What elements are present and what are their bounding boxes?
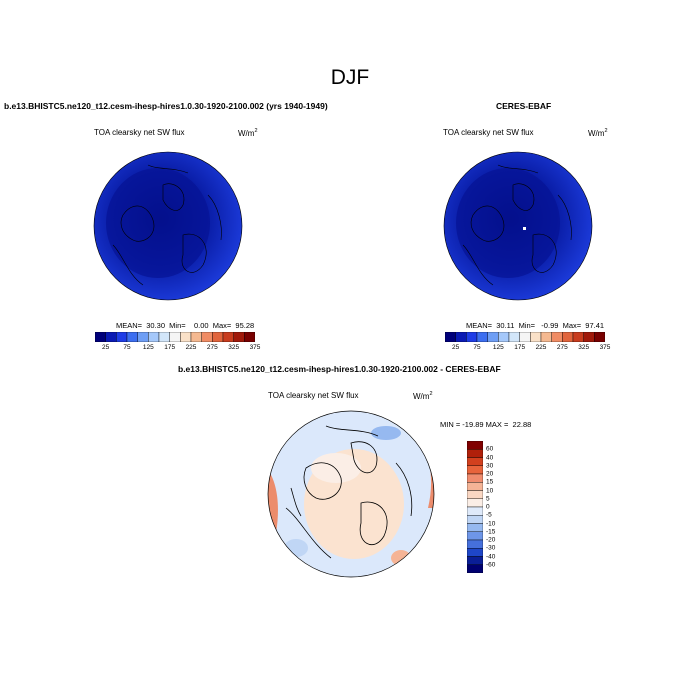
colorbar-swatch <box>212 332 224 342</box>
colorbar-swatch <box>519 332 531 342</box>
colorbar-tick-label: -10 <box>486 520 496 527</box>
colorbar-swatch <box>116 332 128 342</box>
colorbar-tick-label: 175 <box>514 344 526 351</box>
diff-polar-map <box>267 410 435 578</box>
diff-colorbar-labels: 60 40 30 20 15 10 5 0 -5 -10 -15 -20 -30 -40 -60 <box>486 441 516 573</box>
colorbar-tick-label: 30 <box>486 462 494 470</box>
colorbar-swatch <box>467 539 483 549</box>
diff-panel-units: W/m2 <box>413 391 433 401</box>
colorbar-tick-label: 25 <box>102 344 110 351</box>
colorbar-swatch <box>467 498 483 508</box>
colorbar-tick-label: 5 <box>486 495 490 503</box>
right-colorbar-labels: 25 75 125 175 225 275 325 375 <box>445 344 610 354</box>
colorbar-tick-label: 75 <box>473 344 481 351</box>
colorbar-swatch <box>583 332 595 342</box>
colorbar-tick-label: 125 <box>142 344 154 351</box>
diff-panel-case-title: b.e13.BHISTC5.ne120_t12.cesm-ihesp-hires… <box>178 364 501 374</box>
colorbar-tick-label: 75 <box>123 344 131 351</box>
colorbar-swatch <box>540 332 552 342</box>
colorbar-tick-label: -20 <box>486 536 496 544</box>
colorbar-swatch <box>594 332 605 342</box>
colorbar-swatch <box>137 332 149 342</box>
colorbar-tick-label: -30 <box>486 544 496 552</box>
left-panel-variable-label: TOA clearsky net SW flux <box>94 128 185 137</box>
left-polar-map <box>93 151 243 301</box>
colorbar-tick-label: 375 <box>599 344 611 351</box>
colorbar-swatch <box>180 332 192 342</box>
colorbar-tick-label: 175 <box>164 344 176 351</box>
colorbar-swatch <box>508 332 520 342</box>
colorbar-swatch <box>244 332 255 342</box>
colorbar-swatch <box>467 473 483 483</box>
colorbar-swatch <box>190 332 202 342</box>
colorbar-swatch <box>445 332 456 342</box>
colorbar-swatch <box>455 332 467 342</box>
colorbar-swatch <box>467 457 483 466</box>
colorbar-swatch <box>467 449 483 458</box>
colorbar-swatch <box>487 332 499 342</box>
colorbar-tick-label: 25 <box>452 344 460 351</box>
colorbar-tick-label: -15 <box>486 528 496 536</box>
colorbar-tick-label: 375 <box>249 344 261 351</box>
colorbar-swatch <box>466 332 478 342</box>
colorbar-swatch <box>105 332 117 342</box>
right-colorbar <box>445 332 605 342</box>
colorbar-swatch <box>467 523 483 532</box>
colorbar-swatch <box>467 515 483 524</box>
right-polar-map <box>443 151 593 301</box>
colorbar-tick-label: 225 <box>185 344 197 351</box>
figure-title: DJF <box>330 66 370 89</box>
colorbar-swatch <box>467 465 483 475</box>
colorbar-swatch <box>169 332 181 342</box>
colorbar-swatch <box>562 332 574 342</box>
colorbar-tick-label: -60 <box>486 561 496 569</box>
colorbar-swatch <box>233 332 245 342</box>
colorbar-tick-label: 60 <box>486 445 494 453</box>
colorbar-tick-label: -5 <box>486 511 492 519</box>
colorbar-swatch <box>467 564 483 573</box>
right-panel-units: W/m2 <box>588 128 608 138</box>
colorbar-swatch <box>551 332 563 342</box>
colorbar-tick-label: 10 <box>486 487 494 494</box>
colorbar-tick-label: 125 <box>492 344 504 351</box>
colorbar-swatch <box>467 490 483 499</box>
colorbar-tick-label: 325 <box>578 344 590 351</box>
colorbar-swatch <box>467 531 483 541</box>
colorbar-swatch <box>158 332 170 342</box>
left-panel-units: W/m2 <box>238 128 258 138</box>
colorbar-swatch <box>467 441 483 450</box>
colorbar-swatch <box>467 556 483 565</box>
colorbar-tick-label: 325 <box>228 344 240 351</box>
colorbar-swatch <box>467 482 483 491</box>
colorbar-tick-label: 40 <box>486 454 494 461</box>
colorbar-tick-label: -40 <box>486 553 496 560</box>
colorbar-tick-label: 275 <box>206 344 218 351</box>
colorbar-swatch <box>201 332 213 342</box>
colorbar-swatch <box>222 332 234 342</box>
colorbar-swatch <box>498 332 510 342</box>
left-colorbar <box>95 332 255 342</box>
colorbar-swatch <box>476 332 488 342</box>
colorbar-swatch <box>467 506 483 516</box>
diff-panel-variable-label: TOA clearsky net SW flux <box>268 391 359 400</box>
colorbar-swatch <box>530 332 542 342</box>
colorbar-swatch <box>95 332 106 342</box>
right-panel-stats: MEAN= 30.11 Min= -0.99 Max= 97.41 <box>466 321 605 330</box>
colorbar-tick-label: 275 <box>556 344 568 351</box>
colorbar-swatch <box>467 548 483 557</box>
colorbar-swatch <box>148 332 160 342</box>
colorbar-tick-label: 20 <box>486 470 494 478</box>
colorbar-swatch <box>572 332 584 342</box>
right-panel-variable-label: TOA clearsky net SW flux <box>443 128 534 137</box>
left-panel-stats: MEAN= 30.30 Min= 0.00 Max= 95.28 <box>116 321 255 330</box>
left-panel-case-title: b.e13.BHISTC5.ne120_t12.cesm-ihesp-hires… <box>4 101 328 111</box>
colorbar-tick-label: 15 <box>486 478 494 486</box>
diff-colorbar <box>467 441 483 573</box>
colorbar-tick-label: 0 <box>486 503 490 511</box>
left-colorbar-labels: 25 75 125 175 225 275 325 375 <box>95 344 260 354</box>
right-panel-case-title: CERES-EBAF <box>496 101 552 111</box>
colorbar-tick-label: 225 <box>535 344 547 351</box>
colorbar-swatch <box>126 332 138 342</box>
diff-panel-stats: MIN = -19.89 MAX = 22.88 <box>440 420 532 429</box>
